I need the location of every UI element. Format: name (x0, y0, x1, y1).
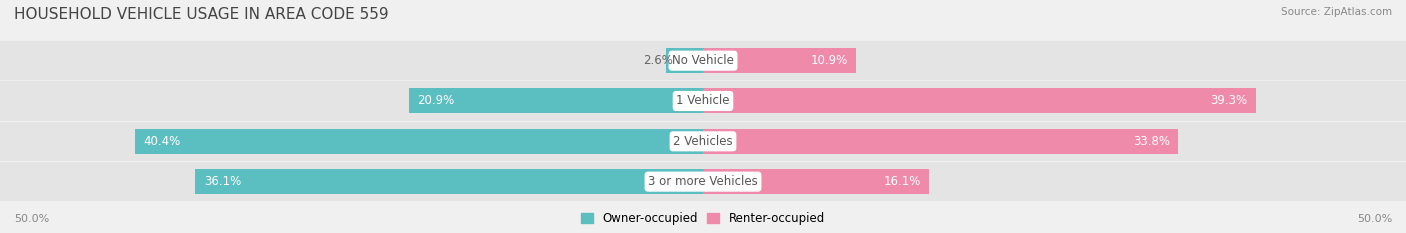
Text: 50.0%: 50.0% (1357, 214, 1392, 224)
Text: 3 or more Vehicles: 3 or more Vehicles (648, 175, 758, 188)
Bar (409, 89, 703, 113)
Text: Source: ZipAtlas.com: Source: ZipAtlas.com (1281, 7, 1392, 17)
Bar (135, 129, 703, 154)
Bar (0, 41, 1406, 80)
Text: 33.8%: 33.8% (1133, 135, 1170, 148)
Text: 2.6%: 2.6% (644, 54, 673, 67)
Bar (0, 82, 1406, 120)
Text: 39.3%: 39.3% (1211, 95, 1247, 107)
Bar (703, 89, 1256, 113)
Bar (0, 162, 1406, 201)
Text: 50.0%: 50.0% (14, 214, 49, 224)
Legend: Owner-occupied, Renter-occupied: Owner-occupied, Renter-occupied (581, 212, 825, 225)
Text: 16.1%: 16.1% (883, 175, 921, 188)
Text: 40.4%: 40.4% (143, 135, 180, 148)
Text: 2 Vehicles: 2 Vehicles (673, 135, 733, 148)
Text: 36.1%: 36.1% (204, 175, 240, 188)
Bar (703, 169, 929, 194)
Text: 10.9%: 10.9% (811, 54, 848, 67)
Text: HOUSEHOLD VEHICLE USAGE IN AREA CODE 559: HOUSEHOLD VEHICLE USAGE IN AREA CODE 559 (14, 7, 388, 22)
Bar (703, 129, 1178, 154)
Bar (0, 122, 1406, 161)
Bar (703, 48, 856, 73)
Text: 20.9%: 20.9% (418, 95, 454, 107)
Text: No Vehicle: No Vehicle (672, 54, 734, 67)
Text: 1 Vehicle: 1 Vehicle (676, 95, 730, 107)
Bar (195, 169, 703, 194)
Bar (666, 48, 703, 73)
